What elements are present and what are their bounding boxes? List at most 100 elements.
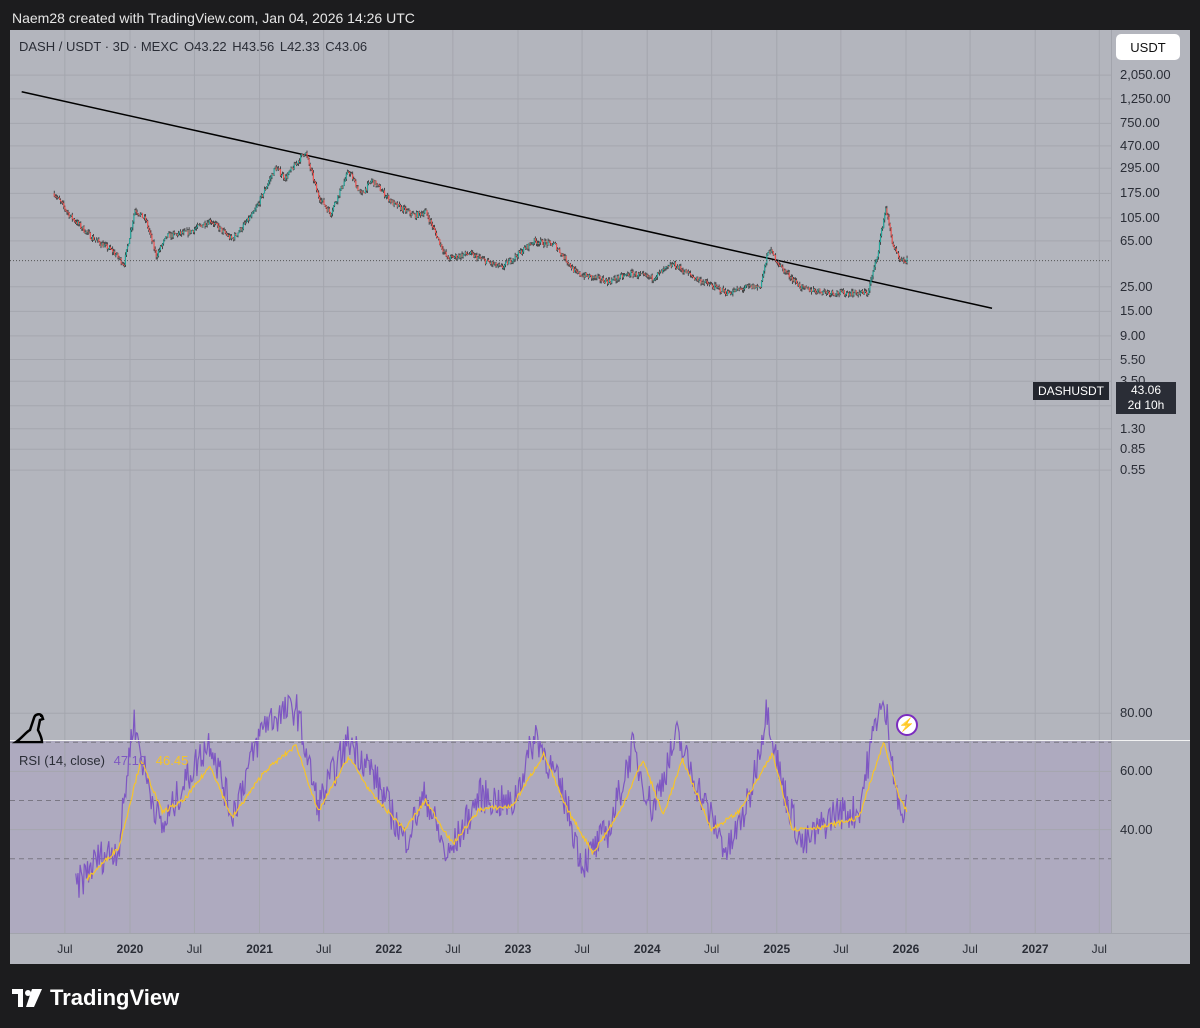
time-tick-label: Jul: [186, 942, 203, 956]
candle-body: [483, 258, 485, 260]
candle-body: [295, 163, 297, 165]
candle-body: [832, 291, 834, 294]
candle-body: [202, 225, 204, 228]
candle-body: [231, 235, 233, 239]
candle-body: [263, 188, 266, 194]
chart-svg[interactable]: [10, 30, 1190, 964]
candle-body: [297, 160, 300, 164]
candle-body: [313, 180, 316, 182]
candle-body: [415, 212, 417, 219]
candle-body: [570, 266, 573, 269]
candle-body: [558, 249, 560, 250]
candle-body: [765, 262, 767, 266]
candle-body: [397, 204, 399, 207]
candle-body: [480, 257, 482, 259]
candle-body: [404, 207, 406, 208]
candle-body: [411, 213, 413, 216]
candle-body: [698, 279, 700, 281]
candle-body: [706, 281, 708, 284]
candle-body: [454, 256, 456, 258]
candle-body: [446, 256, 448, 257]
candle-body: [312, 172, 314, 181]
candle-body: [206, 222, 208, 226]
candle-body: [365, 188, 368, 191]
price-tick-label: 65.00: [1120, 232, 1153, 248]
candle-body: [406, 210, 408, 212]
candle-body: [493, 263, 495, 265]
candle-body: [767, 252, 769, 256]
candle-body: [97, 239, 99, 240]
candle-body: [369, 182, 371, 184]
candle-body: [279, 169, 282, 176]
candle-body: [138, 214, 140, 216]
candle-body: [748, 285, 750, 286]
time-tick-label: Jul: [574, 942, 590, 956]
candle-body: [856, 292, 858, 296]
candle-body: [587, 275, 590, 278]
pane-separator[interactable]: [10, 740, 1190, 741]
candle-body: [362, 191, 364, 193]
candle-body: [776, 262, 779, 264]
symbol-name[interactable]: DASH / USDT · 3D · MEXC: [19, 39, 179, 54]
candle-body: [585, 272, 587, 276]
candle-body: [460, 253, 462, 258]
candle-body: [643, 273, 645, 275]
candle-body: [314, 181, 317, 185]
candle-body: [531, 243, 533, 245]
candle-body: [683, 271, 685, 273]
candle-body: [91, 236, 94, 240]
candle-body: [125, 249, 128, 255]
candle-body: [437, 237, 439, 239]
candle-body: [731, 293, 733, 295]
candle-body: [78, 221, 80, 225]
candle-body: [441, 244, 443, 249]
rsi-label[interactable]: RSI (14, close): [19, 753, 105, 768]
candle-body: [576, 270, 578, 272]
candle-body: [228, 235, 231, 239]
candle-body: [654, 278, 656, 280]
candle-body: [522, 251, 524, 254]
lightning-icon[interactable]: ⚡: [896, 714, 918, 736]
candle-body: [211, 222, 214, 224]
candle-body: [375, 180, 377, 187]
dinosaur-icon[interactable]: [11, 710, 52, 749]
candle-body: [413, 213, 415, 215]
candle-body: [96, 239, 98, 241]
candle-body: [611, 279, 613, 284]
candle-body: [245, 221, 248, 223]
candle-body: [296, 163, 299, 164]
candle-body: [874, 262, 876, 268]
candle-body: [275, 167, 277, 171]
candle-body: [183, 230, 185, 234]
candle-body: [666, 266, 668, 268]
candle-body: [387, 195, 389, 197]
candle-body: [234, 233, 236, 240]
candle-body: [130, 230, 132, 239]
candle-body: [131, 227, 133, 231]
candle-body: [426, 210, 428, 215]
candle-body: [309, 164, 311, 169]
currency-button[interactable]: USDT: [1116, 34, 1180, 60]
price-axis[interactable]: [1112, 30, 1190, 934]
candle-body: [527, 244, 529, 249]
candle-body: [65, 209, 67, 212]
candle-body: [513, 258, 515, 260]
candle-body: [542, 240, 544, 245]
candle-body: [616, 276, 618, 281]
candle-body: [507, 261, 509, 265]
chart-frame[interactable]: DASH / USDT · 3D · MEXC O43.22 H43.56 L4…: [10, 30, 1190, 964]
candle-body: [887, 215, 889, 217]
candle-body: [201, 225, 203, 228]
candle-body: [774, 255, 776, 261]
candle-body: [391, 200, 393, 203]
candle-body: [217, 223, 219, 226]
candle-body: [164, 238, 166, 241]
candle-body: [591, 275, 593, 279]
candle-body: [773, 254, 775, 256]
candle-body: [476, 255, 478, 260]
candle-body: [104, 244, 106, 245]
candle-body: [725, 293, 728, 296]
candle-body: [890, 228, 892, 236]
candle-body: [739, 288, 741, 290]
candle-body: [569, 263, 571, 267]
